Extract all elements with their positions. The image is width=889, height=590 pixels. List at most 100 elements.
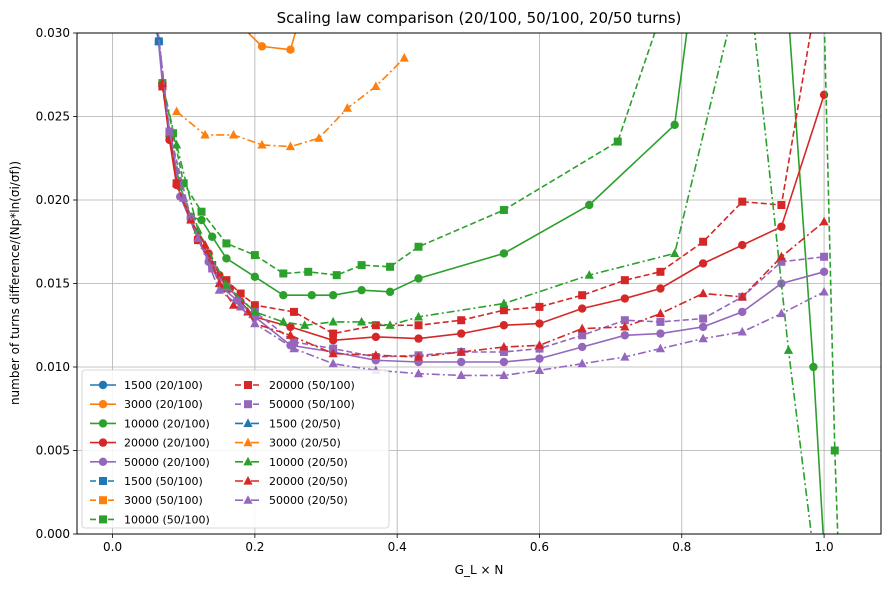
data-point [499, 347, 508, 356]
data-point [371, 350, 381, 359]
data-point [371, 332, 381, 342]
data-point [738, 307, 747, 317]
legend-item: 50000 (20/50) [235, 494, 348, 507]
data-point [809, 362, 818, 372]
data-point [777, 257, 786, 266]
data-point [357, 285, 366, 295]
legend-label: 20000 (50/100) [269, 379, 355, 392]
data-point [228, 129, 239, 139]
data-point [172, 139, 182, 149]
data-point [172, 178, 182, 187]
data-point [656, 329, 665, 338]
data-point [222, 239, 231, 248]
data-point [228, 300, 239, 309]
data-point [656, 284, 665, 293]
data-point [584, 270, 594, 279]
data-point [342, 103, 352, 112]
data-point [656, 317, 665, 326]
legend-item: 50000 (50/100) [235, 398, 355, 411]
legend-item: 3000 (20/50) [235, 437, 341, 450]
data-point [457, 316, 466, 325]
data-point [172, 106, 182, 116]
data-point [200, 129, 210, 139]
legend-item: 20000 (50/100) [235, 379, 355, 392]
data-point [620, 294, 630, 303]
data-point [328, 358, 338, 368]
legend-marker [243, 437, 253, 447]
legend-marker [244, 400, 252, 409]
data-point [499, 357, 509, 367]
data-point [699, 314, 708, 323]
data-point [250, 306, 260, 316]
series-line [247, 33, 297, 51]
data-point [819, 267, 829, 277]
data-point [535, 302, 544, 311]
data-point [698, 322, 708, 332]
data-point [257, 139, 267, 149]
legend-marker [243, 418, 253, 427]
legend-marker [98, 380, 108, 390]
data-point [777, 201, 786, 210]
data-point [385, 320, 395, 329]
data-point [290, 307, 299, 316]
y-tick-label: 0.020 [36, 193, 70, 207]
legend-marker [98, 419, 108, 428]
data-point [585, 200, 594, 210]
data-point [197, 215, 206, 225]
legend-label: 10000 (50/100) [124, 513, 210, 526]
data-point [499, 370, 509, 379]
data-point [222, 254, 231, 263]
data-point [577, 323, 587, 333]
data-point [300, 320, 310, 329]
data-point [776, 251, 786, 261]
legend-label: 50000 (50/100) [269, 398, 355, 411]
data-point [371, 321, 380, 330]
legend-item: 20000 (20/50) [235, 475, 348, 488]
x-tick-label: 0.0 [103, 540, 122, 554]
data-point [578, 291, 587, 300]
legend-item: 1500 (20/50) [235, 417, 341, 430]
series-14 [157, 33, 829, 379]
data-point [357, 261, 366, 270]
legend-item: 10000 (20/50) [235, 456, 348, 469]
data-point [457, 357, 466, 367]
x-tick-label: 0.8 [672, 540, 691, 554]
data-point [250, 318, 260, 328]
data-point [371, 81, 381, 91]
data-point [499, 306, 508, 315]
data-point [655, 343, 666, 353]
data-point [329, 329, 338, 338]
legend-marker [98, 457, 108, 466]
data-point [250, 251, 259, 260]
data-point [207, 232, 217, 241]
legend-label: 20000 (20/100) [124, 437, 210, 450]
x-tick-label: 0.2 [245, 540, 264, 554]
data-point [698, 333, 708, 343]
data-point [830, 446, 839, 455]
legend-marker [243, 476, 253, 485]
legend-label: 1500 (20/100) [124, 379, 203, 392]
legend-item: 10000 (20/100) [90, 417, 210, 430]
legend-label: 10000 (20/100) [124, 417, 210, 430]
legend-item: 1500 (20/100) [90, 379, 203, 392]
data-point [329, 344, 338, 353]
data-point [278, 316, 288, 326]
series-line [161, 82, 825, 358]
data-point [285, 141, 296, 151]
legend-label: 10000 (20/50) [269, 456, 348, 469]
data-point [698, 288, 708, 298]
data-point [456, 346, 466, 356]
data-point [236, 289, 245, 298]
data-point [250, 272, 260, 282]
data-point [414, 274, 423, 283]
data-point [208, 264, 217, 273]
data-point [221, 280, 232, 289]
y-tick-label: 0.000 [36, 527, 70, 541]
data-point [499, 298, 509, 308]
data-point [499, 341, 509, 351]
legend-marker [99, 515, 107, 524]
legend-label: 50000 (20/50) [269, 494, 348, 507]
legend-marker [98, 438, 108, 447]
data-point [214, 285, 224, 294]
